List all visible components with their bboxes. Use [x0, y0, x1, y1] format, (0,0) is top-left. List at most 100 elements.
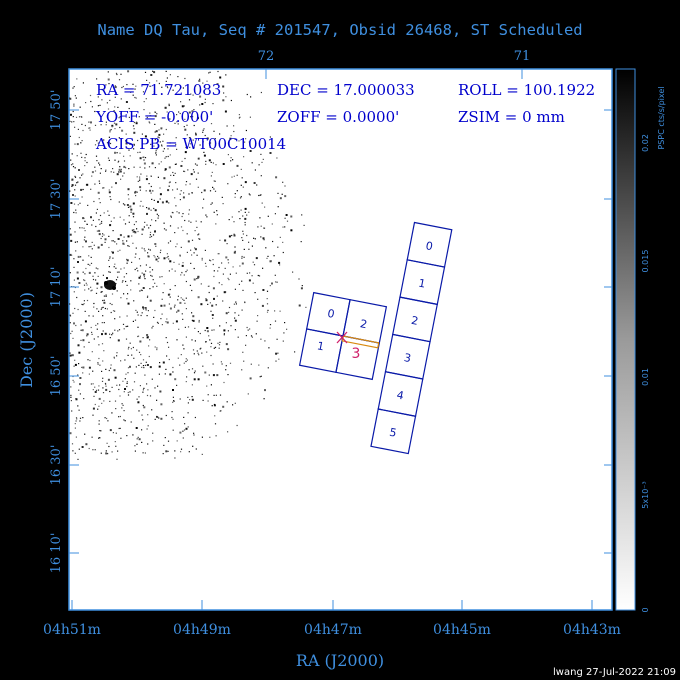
noise-pixel	[305, 306, 307, 308]
noise-pixel	[233, 251, 236, 254]
noise-pixel	[260, 225, 262, 227]
noise-pixel	[278, 358, 280, 360]
noise-pixel	[146, 336, 149, 339]
footer-stamp: lwang 27-Jul-2022 21:09	[553, 667, 676, 678]
noise-pixel	[91, 224, 93, 226]
noise-pixel	[183, 192, 185, 194]
noise-pixel	[156, 415, 158, 418]
noise-pixel	[166, 318, 168, 320]
noise-pixel	[73, 105, 75, 107]
noise-pixel	[154, 346, 156, 348]
noise-pixel	[144, 157, 147, 159]
noise-pixel	[229, 137, 232, 140]
noise-pixel	[210, 203, 212, 205]
noise-pixel	[274, 213, 276, 215]
noise-pixel	[108, 266, 110, 268]
noise-pixel	[132, 231, 134, 233]
noise-pixel	[85, 443, 88, 446]
noise-pixel	[190, 249, 192, 251]
noise-pixel	[206, 80, 208, 82]
noise-pixel	[266, 303, 269, 305]
noise-pixel	[130, 421, 132, 423]
noise-pixel	[172, 171, 174, 174]
noise-pixel	[126, 140, 128, 142]
noise-pixel	[148, 227, 150, 229]
noise-pixel	[237, 336, 239, 338]
noise-pixel	[155, 151, 157, 153]
noise-pixel	[262, 267, 264, 269]
noise-pixel	[256, 184, 258, 186]
noise-pixel	[165, 70, 167, 72]
noise-pixel	[279, 197, 282, 200]
noise-pixel	[246, 93, 248, 96]
noise-pixel	[133, 143, 135, 145]
noise-pixel	[97, 408, 99, 410]
noise-pixel	[184, 128, 187, 131]
noise-pixel	[100, 286, 103, 289]
noise-pixel	[132, 212, 135, 215]
noise-pixel	[194, 416, 196, 419]
noise-pixel	[258, 364, 260, 366]
noise-pixel	[244, 224, 246, 226]
noise-pixel	[102, 299, 104, 302]
noise-pixel	[73, 365, 75, 367]
noise-pixel	[133, 230, 136, 233]
noise-pixel	[179, 431, 182, 434]
noise-pixel	[143, 406, 146, 409]
noise-pixel	[264, 389, 266, 392]
noise-pixel	[233, 175, 235, 177]
noise-pixel	[153, 145, 155, 147]
noise-pixel	[90, 326, 92, 329]
noise-pixel	[161, 276, 163, 278]
noise-pixel	[166, 77, 168, 79]
noise-pixel	[69, 322, 71, 324]
noise-pixel	[223, 333, 225, 335]
noise-pixel	[267, 367, 269, 369]
noise-pixel	[82, 366, 85, 369]
noise-pixel	[80, 329, 82, 331]
noise-pixel	[193, 278, 196, 281]
noise-pixel	[85, 240, 87, 243]
noise-pixel	[257, 226, 259, 228]
noise-pixel	[230, 99, 232, 102]
noise-pixel	[219, 341, 221, 343]
noise-pixel	[197, 158, 199, 160]
noise-pixel	[157, 260, 159, 263]
noise-pixel	[143, 226, 145, 228]
noise-pixel	[83, 227, 85, 229]
noise-pixel	[266, 311, 269, 313]
noise-pixel	[200, 303, 203, 306]
noise-pixel	[107, 420, 109, 422]
noise-pixel	[139, 205, 141, 207]
noise-pixel	[72, 163, 74, 165]
noise-pixel	[82, 217, 85, 220]
noise-pixel	[79, 177, 81, 179]
noise-pixel	[71, 185, 73, 187]
noise-pixel	[213, 130, 215, 132]
noise-pixel	[148, 256, 150, 258]
noise-pixel	[79, 202, 81, 204]
noise-pixel	[182, 318, 184, 320]
noise-pixel	[99, 182, 101, 184]
noise-pixel	[124, 204, 126, 206]
noise-pixel	[149, 266, 151, 268]
info-dec: DEC = 17.000033	[277, 81, 415, 99]
noise-pixel	[233, 125, 235, 127]
noise-pixel	[109, 256, 111, 258]
noise-pixel	[88, 366, 91, 369]
noise-pixel	[166, 355, 168, 357]
noise-pixel	[91, 289, 93, 291]
noise-pixel	[95, 389, 98, 391]
noise-pixel	[111, 240, 113, 242]
noise-pixel	[221, 196, 223, 198]
noise-pixel	[145, 98, 147, 100]
noise-pixel	[195, 85, 197, 87]
noise-pixel	[93, 395, 95, 397]
noise-pixel	[73, 211, 75, 214]
noise-pixel	[241, 257, 243, 259]
noise-pixel	[193, 353, 195, 355]
noise-pixel	[161, 201, 164, 204]
noise-pixel	[159, 276, 161, 278]
noise-pixel	[90, 262, 93, 264]
noise-pixel	[185, 271, 187, 273]
